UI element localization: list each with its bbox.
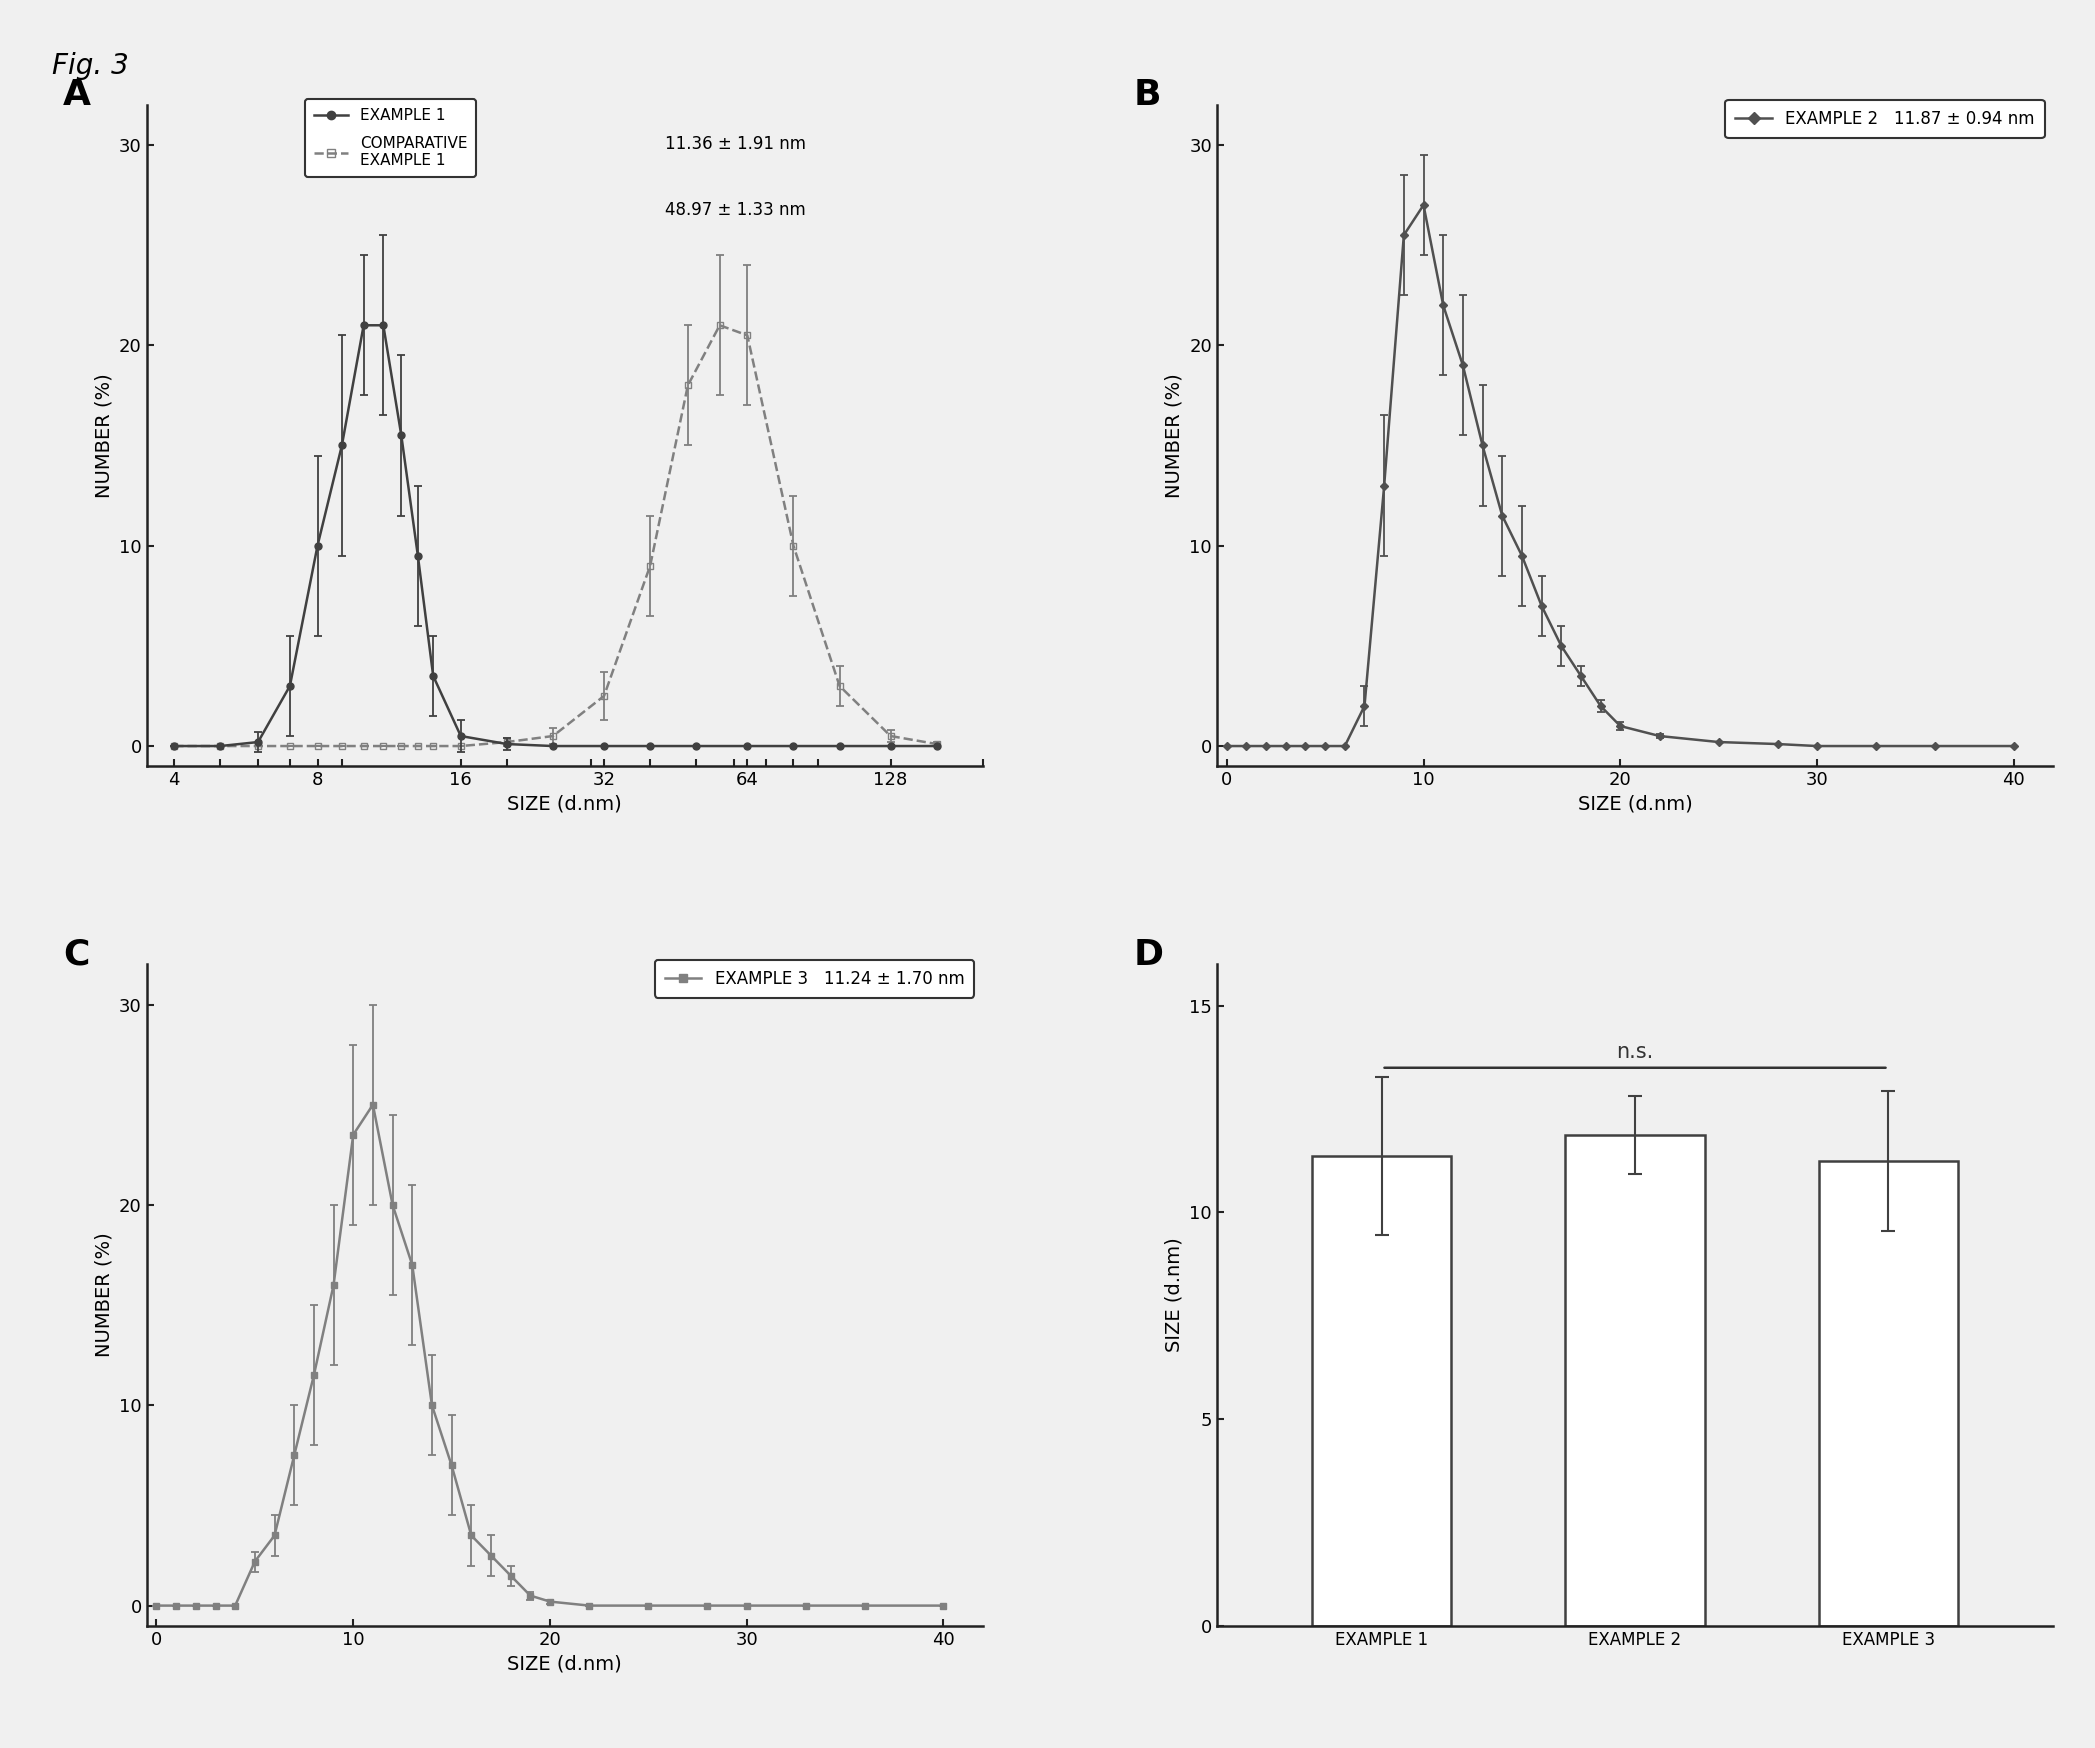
- Text: 48.97 ± 1.33 nm: 48.97 ± 1.33 nm: [664, 201, 807, 218]
- X-axis label: SIZE (d.nm): SIZE (d.nm): [507, 795, 622, 813]
- Bar: [1311, 1155, 1452, 1626]
- Text: 11.36 ± 1.91 nm: 11.36 ± 1.91 nm: [664, 135, 807, 152]
- Bar: [1818, 1161, 1959, 1626]
- Legend: EXAMPLE 3   11.24 ± 1.70 nm: EXAMPLE 3 11.24 ± 1.70 nm: [656, 960, 974, 998]
- Text: n.s.: n.s.: [1617, 1042, 1653, 1061]
- Text: A: A: [63, 79, 90, 112]
- Text: C: C: [63, 939, 90, 972]
- X-axis label: SIZE (d.nm): SIZE (d.nm): [1578, 795, 1693, 813]
- Text: B: B: [1133, 79, 1161, 112]
- Y-axis label: NUMBER (%): NUMBER (%): [94, 1232, 113, 1358]
- Legend: EXAMPLE 2   11.87 ± 0.94 nm: EXAMPLE 2 11.87 ± 0.94 nm: [1726, 100, 2045, 138]
- Text: Fig. 3: Fig. 3: [52, 52, 130, 80]
- Text: D: D: [1133, 939, 1163, 972]
- X-axis label: SIZE (d.nm): SIZE (d.nm): [507, 1654, 622, 1673]
- Y-axis label: NUMBER (%): NUMBER (%): [94, 372, 113, 498]
- Y-axis label: NUMBER (%): NUMBER (%): [1165, 372, 1184, 498]
- Bar: [1565, 1134, 1705, 1626]
- Y-axis label: SIZE (d.nm): SIZE (d.nm): [1165, 1238, 1184, 1353]
- Legend: EXAMPLE 1, COMPARATIVE
EXAMPLE 1: EXAMPLE 1, COMPARATIVE EXAMPLE 1: [304, 100, 476, 177]
